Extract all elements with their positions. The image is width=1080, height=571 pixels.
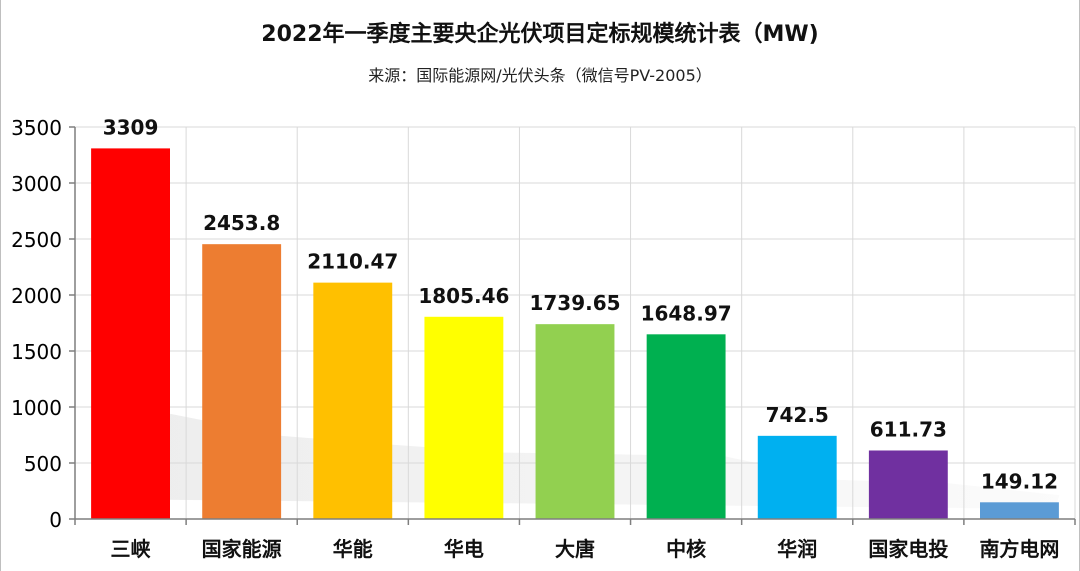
axes bbox=[69, 126, 1076, 525]
bar-中核 bbox=[646, 334, 726, 519]
data-label: 2453.8 bbox=[203, 211, 280, 235]
data-label: 1805.46 bbox=[418, 284, 509, 308]
bar-华能 bbox=[313, 282, 393, 519]
bar-南方电网 bbox=[980, 502, 1059, 519]
data-label: 1648.97 bbox=[641, 301, 732, 325]
bar-大唐 bbox=[535, 324, 615, 519]
data-label: 1739.65 bbox=[529, 291, 620, 315]
y-tick-label: 500 bbox=[24, 452, 62, 476]
data-label: 742.5 bbox=[766, 403, 829, 427]
category-label: 大唐 bbox=[555, 537, 595, 561]
category-label: 南方电网 bbox=[979, 537, 1059, 561]
y-tick-label: 1000 bbox=[11, 396, 62, 420]
category-label: 三峡 bbox=[111, 537, 152, 561]
bars bbox=[91, 148, 1059, 520]
category-label: 国家电投 bbox=[868, 537, 948, 561]
y-tick-label: 2000 bbox=[11, 284, 62, 308]
category-label: 华电 bbox=[444, 537, 484, 561]
category-label: 华能 bbox=[333, 537, 373, 561]
bar-国家电投 bbox=[868, 450, 948, 519]
y-tick-label: 0 bbox=[49, 508, 62, 532]
y-tick-label: 3000 bbox=[11, 172, 62, 196]
y-tick-label: 1500 bbox=[11, 340, 62, 364]
y-tick-label: 3500 bbox=[11, 116, 62, 140]
data-label: 2110.47 bbox=[307, 250, 398, 274]
bar-华润 bbox=[757, 435, 837, 519]
bar-国家能源 bbox=[202, 244, 282, 520]
bar-华电 bbox=[424, 316, 504, 519]
category-label: 国家能源 bbox=[202, 537, 282, 561]
bar-三峡 bbox=[91, 148, 170, 519]
labels: 0 500 1000 1500 2000 2500 3000 3500 3309 三峡 2453.8… bbox=[11, 115, 1059, 561]
y-tick-label: 2500 bbox=[11, 228, 62, 252]
chart-subtitle: 来源：国际能源网/光伏头条（微信号PV-2005） bbox=[368, 66, 712, 85]
category-label: 华润 bbox=[777, 537, 817, 561]
chart-title: 2022年一季度主要央企光伏项目定标规模统计表（MW) bbox=[261, 22, 819, 47]
data-label: 611.73 bbox=[870, 417, 947, 441]
data-label: 3309 bbox=[103, 115, 159, 139]
data-label: 149.12 bbox=[981, 469, 1058, 493]
category-label: 中核 bbox=[666, 537, 706, 561]
